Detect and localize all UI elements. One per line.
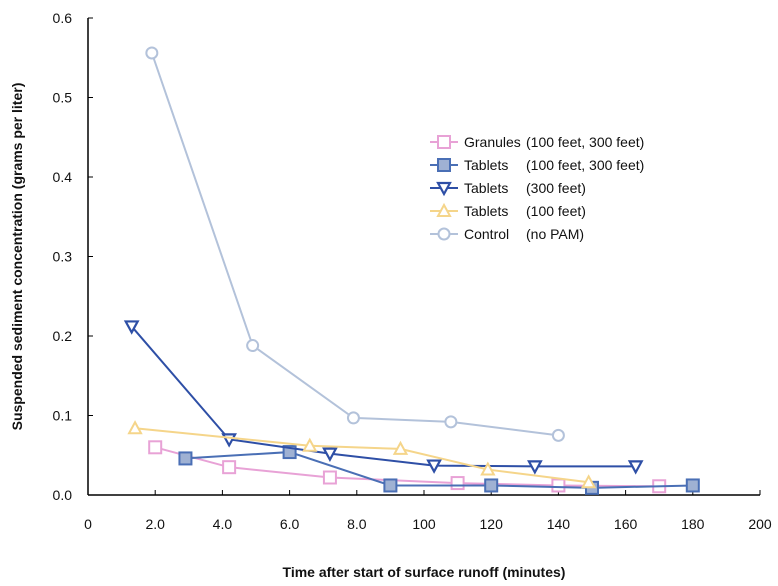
legend-label: Granules xyxy=(464,134,521,150)
x-tick-label: 8.0 xyxy=(347,516,367,532)
legend-marker xyxy=(436,181,452,197)
x-tick-label: 180 xyxy=(681,516,705,532)
series-2 xyxy=(123,320,644,475)
data-point xyxy=(145,46,159,60)
chart-axes: 0 2.0 4.0 6.0 8.0 100 120 140 160 180 200 0.0 0.1 0.2… xyxy=(53,10,772,532)
legend-label: Tablets xyxy=(464,157,508,173)
data-point xyxy=(383,478,398,493)
data-point xyxy=(148,440,163,455)
data-point xyxy=(322,447,338,462)
y-tick-label: 0.1 xyxy=(53,408,73,424)
data-point xyxy=(246,339,260,353)
y-tick-label: 0.0 xyxy=(53,487,73,503)
x-axis-title: Time after start of surface runoff (minu… xyxy=(283,564,566,580)
data-point xyxy=(480,461,496,476)
legend-item: Tablets (300 feet) xyxy=(430,180,586,197)
legend-detail: (300 feet) xyxy=(526,180,586,196)
x-tick-label: 140 xyxy=(547,516,571,532)
series-line xyxy=(185,451,693,489)
data-point xyxy=(123,320,140,335)
legend-marker xyxy=(437,227,451,241)
x-tick-label: 2.0 xyxy=(145,516,165,532)
x-tick-label: 0 xyxy=(84,516,92,532)
series-4 xyxy=(145,46,565,442)
data-point xyxy=(580,474,597,489)
data-point xyxy=(685,478,700,493)
legend-item: Tablets (100 feet) xyxy=(430,202,586,219)
series-line xyxy=(150,52,559,437)
series-line xyxy=(130,325,636,468)
legend-marker xyxy=(437,158,451,172)
data-point xyxy=(484,478,499,493)
y-tick-label: 0.5 xyxy=(53,90,73,106)
legend-detail: (100 feet, 300 feet) xyxy=(526,134,644,150)
data-point xyxy=(450,476,465,491)
x-tick-label: 4.0 xyxy=(213,516,233,532)
legend-label: Control xyxy=(464,226,509,242)
legend-item: Control (no PAM) xyxy=(430,226,584,242)
data-point xyxy=(302,437,318,452)
chart-legend: Granules (100 feet, 300 feet) Tablets (100 … xyxy=(430,134,644,242)
data-point xyxy=(127,420,143,435)
data-point xyxy=(444,415,458,429)
y-tick-label: 0.3 xyxy=(53,249,73,265)
x-tick-label: 100 xyxy=(412,516,436,532)
y-tick-label: 0.2 xyxy=(53,328,73,344)
series-layer xyxy=(123,46,700,495)
data-point xyxy=(551,428,565,442)
legend-marker xyxy=(437,135,451,149)
x-tick-label: 120 xyxy=(480,516,504,532)
legend-label: Tablets xyxy=(464,203,508,219)
x-tick-label: 6.0 xyxy=(280,516,300,532)
legend-item: Granules (100 feet, 300 feet) xyxy=(430,134,644,150)
y-axis-title: Suspended sediment concentration (grams … xyxy=(9,83,25,431)
data-point xyxy=(221,433,237,448)
data-point xyxy=(222,460,237,475)
data-point xyxy=(527,460,543,475)
legend-label: Tablets xyxy=(464,180,508,196)
data-point xyxy=(178,451,193,466)
data-point xyxy=(627,460,644,475)
legend-marker xyxy=(436,202,452,217)
y-tick-label: 0.6 xyxy=(53,10,73,26)
legend-detail: (100 feet, 300 feet) xyxy=(526,157,644,173)
legend-item: Tablets (100 feet, 300 feet) xyxy=(430,157,644,173)
series-line xyxy=(134,427,589,484)
x-tick-label: 160 xyxy=(614,516,638,532)
legend-detail: (no PAM) xyxy=(526,226,584,242)
legend-detail: (100 feet) xyxy=(526,203,586,219)
data-point xyxy=(346,411,360,425)
data-point xyxy=(392,440,409,455)
data-point xyxy=(426,459,442,474)
x-tick-label: 200 xyxy=(748,516,772,532)
data-point xyxy=(322,470,337,485)
data-point xyxy=(551,478,566,493)
y-tick-label: 0.4 xyxy=(53,169,73,185)
series-3 xyxy=(127,420,597,489)
